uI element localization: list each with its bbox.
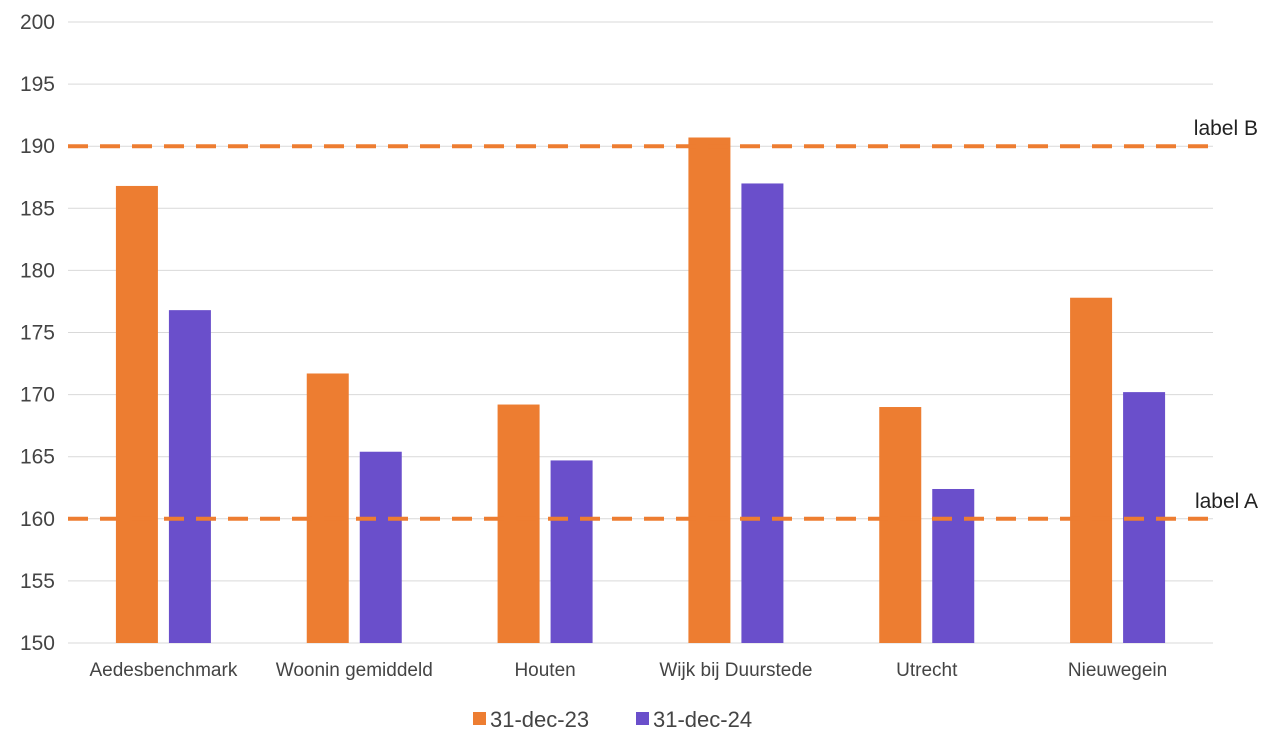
- y-tick-label: 155: [20, 570, 55, 593]
- y-tick-label: 190: [20, 135, 55, 158]
- legend-label: 31-dec-23: [490, 707, 589, 732]
- x-category-label: Nieuwegein: [1068, 660, 1167, 681]
- bar: [879, 407, 922, 643]
- x-category-label: Houten: [514, 660, 575, 681]
- reference-lines: label B label A: [68, 117, 1258, 521]
- legend-label: 31-dec-24: [653, 707, 752, 732]
- y-tick-label: 185: [20, 197, 55, 220]
- x-category-label: Aedesbenchmark: [89, 660, 237, 681]
- gridlines: [68, 21, 1213, 644]
- y-tick-label: 175: [20, 322, 55, 345]
- y-tick-label: 160: [20, 508, 55, 531]
- bar: [1070, 297, 1113, 643]
- bars: [115, 137, 1166, 644]
- y-tick-label: 150: [20, 632, 55, 655]
- x-category-label: Utrecht: [896, 660, 958, 681]
- bar: [932, 488, 975, 643]
- y-axis-tick-labels: 150 155 160 165 170 175 180 185 190 195 200: [20, 11, 55, 655]
- bar: [359, 451, 402, 643]
- x-category-label: Wijk bij Duurstede: [659, 660, 812, 681]
- reference-line-label: label B: [1194, 117, 1258, 140]
- bar: [497, 404, 540, 643]
- y-tick-label: 170: [20, 384, 55, 407]
- y-tick-label: 195: [20, 73, 55, 96]
- y-tick-label: 200: [20, 11, 55, 34]
- legend-swatch: [636, 712, 649, 725]
- x-axis-category-labels: Aedesbenchmark Woonin gemiddeld Houten Wijk…: [89, 660, 1167, 681]
- x-category-label: Woonin gemiddeld: [276, 660, 433, 681]
- legend-swatch: [473, 712, 486, 725]
- legend: 31-dec-23 31-dec-24: [473, 707, 752, 732]
- y-tick-label: 180: [20, 259, 55, 282]
- bar: [688, 137, 731, 644]
- y-tick-label: 165: [20, 446, 55, 469]
- bar: [115, 185, 158, 643]
- bar: [741, 183, 784, 643]
- reference-line-label: label A: [1195, 490, 1258, 513]
- bar: [168, 310, 211, 643]
- bar: [306, 373, 349, 643]
- bar: [550, 460, 593, 643]
